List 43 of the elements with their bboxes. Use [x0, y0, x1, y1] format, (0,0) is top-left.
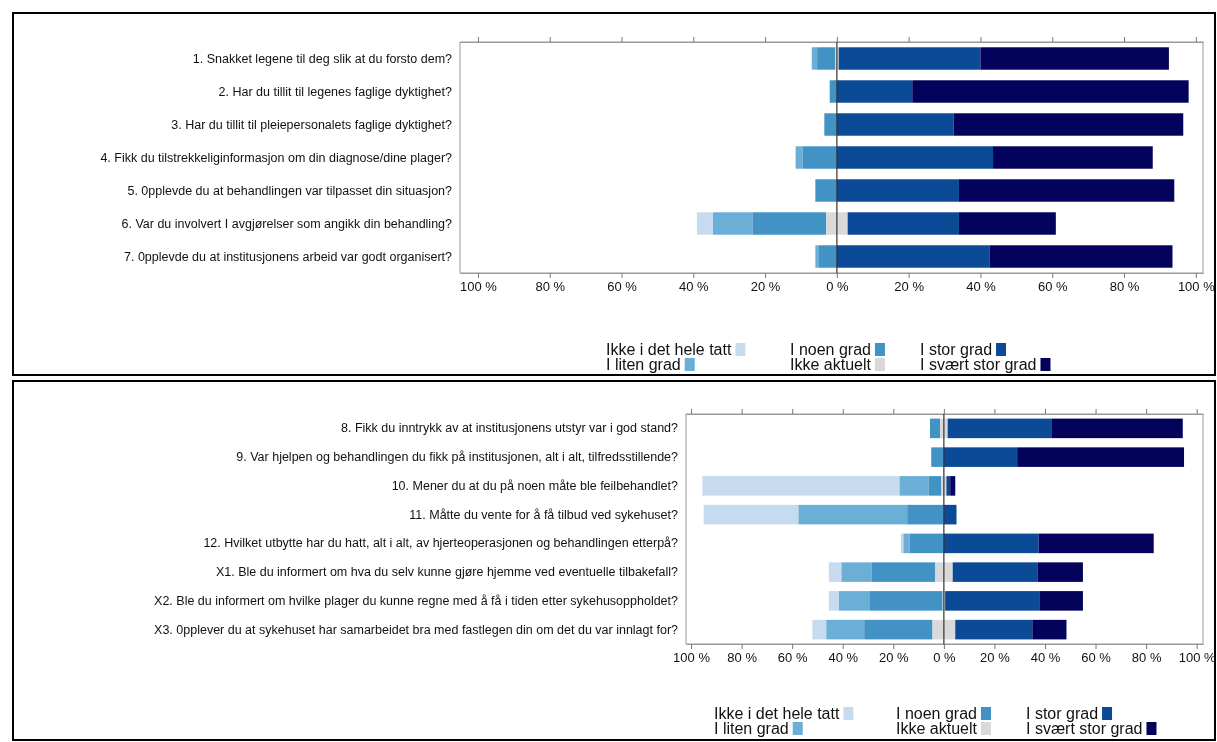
legend-label: Ikke i det hele tatt [714, 705, 840, 722]
legend-label: Ikke i det hele tatt [606, 341, 732, 358]
y-tick-label: X3. 0pplever du at sykehuset har samarbeidet bra med fastlegen din om det du var innlagt for? [154, 622, 679, 637]
x-tick-label: 40 % [1030, 650, 1061, 666]
x-tick-label: 60 % [777, 650, 808, 666]
y-tick-label: 3. Har du tillit til pleiepersonalets faglige dyktighet? [171, 117, 453, 132]
y-tick-label: 4. Fikk du tilstrekkeliginformasjon om din diagnose/dine plager? [100, 150, 453, 165]
legend-label: I liten grad [606, 356, 681, 373]
y-tick-label: 1. Snakket legene til deg slik at du forsto dem? [192, 51, 453, 66]
y-tick-label: X2. Ble du informert om hvilke plager du kunne regne med å få i tiden etter sykehusoppholdet? [154, 593, 679, 608]
x-tick-label: 80 % [1131, 650, 1162, 666]
y-tick-label: 6. Var du involvert I avgjørelser som angikk din behandling? [121, 216, 453, 231]
x-tick-label: 20 % [750, 279, 781, 295]
y-tick-label: 11. Måtte du vente for å få tilbud ved sykehuset? [409, 507, 679, 522]
x-tick-label: 60 % [1081, 650, 1112, 666]
y-tick-label: 7. 0pplevde du at institusjonens arbeid var godt organisert? [124, 249, 453, 264]
x-tick-label: 20 % [980, 650, 1011, 666]
y-tick-label: 2. Har du tillit til legenes faglige dyktighet? [218, 84, 453, 99]
y-tick-label: X1. Ble du informert om hva du selv kunne gjøre hjemme ved eventuelle tilbakefall? [215, 565, 679, 580]
legend-label: I noen grad [896, 705, 977, 722]
x-tick-label: 0 % [933, 650, 957, 666]
x-tick-label: 100 % [460, 279, 498, 295]
x-tick-label: 40 % [828, 650, 859, 666]
x-tick-label: 80 % [1109, 279, 1140, 295]
x-tick-label: 80 % [727, 650, 758, 666]
legend-label: I liten grad [714, 720, 789, 737]
x-tick-label: 20 % [894, 279, 925, 295]
y-tick-label: 9. Var hjelpen og behandlingen du fikk på institusjonen, alt i alt, tilfredsstillende? [236, 450, 679, 465]
y-tick-label: 10. Mener du at du på noen måte ble feilbehandlet? [391, 478, 679, 493]
x-tick-label: 0 % [826, 279, 850, 295]
x-tick-label: 60 % [607, 279, 638, 295]
y-tick-label: 8. Fikk du inntrykk av at institusjonens utstyr var i god stand? [341, 421, 679, 436]
x-tick-label: 20 % [878, 650, 910, 666]
x-tick-label: 40 % [678, 279, 710, 295]
x-tick-label: 40 % [966, 279, 997, 295]
y-tick-label: 12. Hvilket utbytte har du hatt, alt i alt, av hjerteoperasjonen og behandlingen etterpå? [203, 536, 679, 551]
legend-label: I noen grad [790, 341, 871, 358]
x-tick-label: 60 % [1037, 279, 1068, 295]
x-tick-label: 100 % [673, 650, 711, 666]
legend-label: I stor grad [920, 341, 993, 358]
x-tick-label: 80 % [535, 279, 566, 295]
y-tick-label: 5. 0pplevde du at behandlingen var tilpasset din situasjon? [127, 183, 453, 198]
legend-label: I stor grad [1026, 705, 1099, 722]
